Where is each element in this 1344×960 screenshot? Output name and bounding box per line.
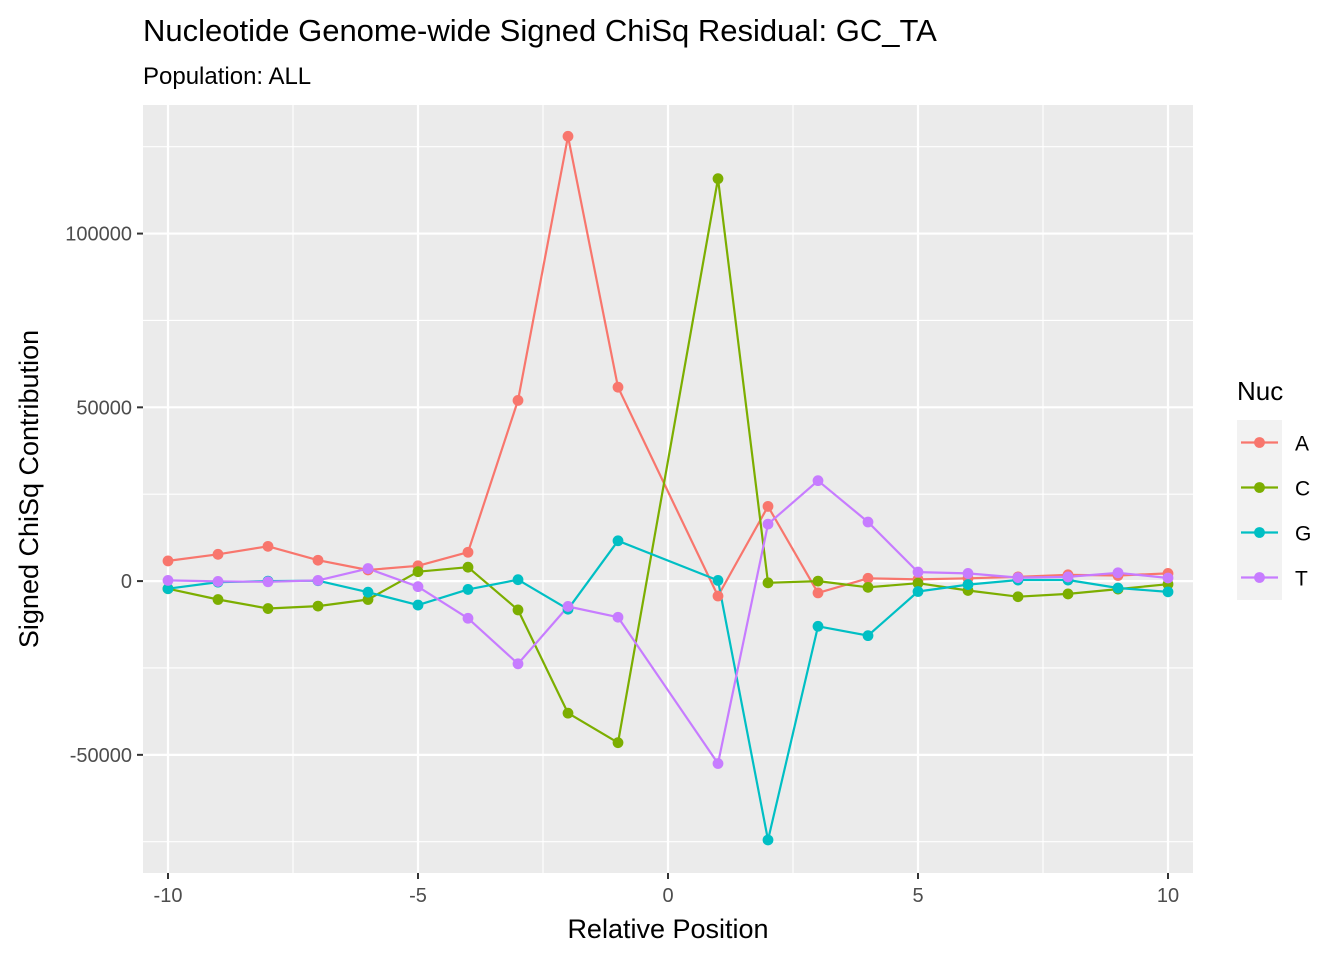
data-point-A — [612, 381, 624, 393]
y-axis-title: Signed ChiSq Contribution — [14, 330, 44, 648]
data-point-A — [562, 130, 574, 142]
series-line-C — [167, 177, 1169, 744]
data-point-C — [1062, 588, 1074, 600]
legend-key-point-A — [1254, 437, 1265, 448]
data-point-A — [162, 555, 174, 567]
data-point-C — [262, 603, 274, 614]
legend-key-point-C — [1254, 482, 1265, 493]
data-point-A — [512, 394, 524, 406]
data-point-T — [212, 576, 224, 587]
data-point-T — [762, 518, 774, 530]
data-point-C — [562, 707, 574, 719]
data-point-C — [412, 566, 424, 578]
legend-label-G: G — [1295, 523, 1311, 546]
x-tick-label: 10 — [1157, 885, 1179, 907]
series-layer — [162, 130, 1174, 846]
x-tick-label: -5 — [409, 885, 427, 907]
x-axis-title: Relative Position — [567, 914, 768, 944]
data-point-C — [762, 577, 774, 589]
data-point-C — [862, 581, 874, 593]
data-point-G — [512, 574, 524, 586]
legend-key-point-T — [1254, 572, 1265, 583]
data-point-C — [812, 575, 824, 587]
data-point-C — [1012, 591, 1024, 603]
legend-key-point-G — [1254, 527, 1265, 538]
data-point-G — [712, 574, 724, 586]
data-point-G — [912, 586, 924, 597]
data-point-G — [612, 535, 624, 547]
data-point-A — [312, 554, 324, 566]
data-point-T — [512, 658, 524, 670]
chart-title: Nucleotide Genome-wide Signed ChiSq Resi… — [143, 13, 937, 48]
data-point-C — [312, 600, 324, 612]
axis-ticks: -10 -5 0 5 10 -50000 0 50000 100000 — [65, 224, 1179, 907]
data-point-T — [812, 475, 824, 487]
data-point-T — [912, 566, 924, 578]
legend-label-T: T — [1295, 568, 1308, 591]
data-point-T — [462, 612, 474, 624]
y-tick-label: 50000 — [76, 397, 132, 419]
data-point-C — [712, 173, 724, 185]
y-tick-label: 0 — [121, 571, 132, 593]
data-point-T — [1012, 572, 1024, 584]
data-point-T — [712, 758, 724, 769]
x-tick-label: -10 — [154, 885, 183, 907]
y-tick-label: 100000 — [65, 224, 132, 246]
data-point-G — [812, 620, 824, 632]
data-point-G — [862, 630, 874, 642]
data-point-G — [1162, 586, 1174, 598]
data-point-A — [712, 590, 724, 602]
data-point-C — [462, 561, 474, 573]
data-point-G — [412, 599, 424, 611]
chart-subtitle: Population: ALL — [143, 63, 311, 90]
data-point-A — [262, 540, 274, 552]
data-point-C — [512, 604, 524, 616]
data-point-G — [962, 579, 974, 590]
data-point-T — [412, 581, 424, 593]
data-point-G — [762, 834, 774, 846]
legend-label-A: A — [1295, 433, 1309, 456]
data-point-A — [812, 587, 824, 599]
data-point-T — [362, 563, 374, 574]
data-point-C — [212, 594, 224, 605]
legend-title: Nuc — [1237, 376, 1283, 406]
data-point-A — [762, 500, 774, 512]
data-point-T — [262, 576, 274, 588]
data-point-G — [362, 586, 374, 598]
data-point-T — [312, 574, 324, 586]
data-point-G — [462, 584, 474, 595]
data-point-T — [962, 568, 974, 579]
data-point-T — [1112, 567, 1124, 579]
series-line-T — [167, 479, 1169, 765]
data-point-T — [1162, 572, 1174, 584]
x-tick-label: 0 — [662, 885, 673, 907]
x-tick-label: 5 — [912, 885, 923, 907]
data-point-A — [462, 546, 474, 558]
data-point-T — [162, 574, 174, 586]
data-point-G — [162, 583, 174, 595]
data-point-C — [612, 737, 624, 749]
data-point-T — [562, 601, 574, 612]
data-point-G — [1112, 582, 1124, 594]
data-point-T — [612, 611, 624, 623]
legend-label-C: C — [1295, 478, 1310, 501]
data-point-A — [862, 572, 874, 584]
data-point-T — [862, 516, 874, 528]
series-line-G — [167, 539, 1169, 842]
y-tick-label: -50000 — [70, 745, 132, 767]
data-point-A — [212, 548, 224, 560]
data-point-T — [1062, 571, 1074, 583]
data-point-C — [912, 577, 924, 589]
